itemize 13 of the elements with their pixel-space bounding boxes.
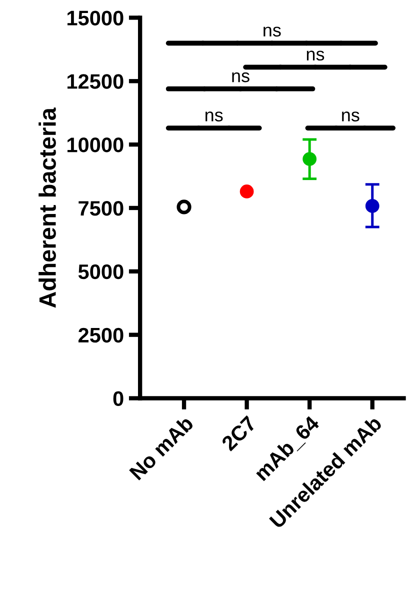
annotation: ns [264,26,281,37]
y-tick-label: 10000 [67,138,124,152]
y-tick-label: 5000 [78,264,124,280]
annotation: ns [206,112,223,122]
y-tick-label: 15000 [67,10,124,26]
annotation: ns [232,72,250,82]
annotation: ns [306,50,324,61]
y-tick-label: 7500 [78,200,124,216]
y-tick-label: 2500 [78,328,124,343]
y-axis-title: Adherent bacteria [38,107,56,308]
y-tick-label: 12500 [67,74,124,89]
y-tick-label: 0 [113,391,124,406]
annotation: ns [342,112,360,122]
